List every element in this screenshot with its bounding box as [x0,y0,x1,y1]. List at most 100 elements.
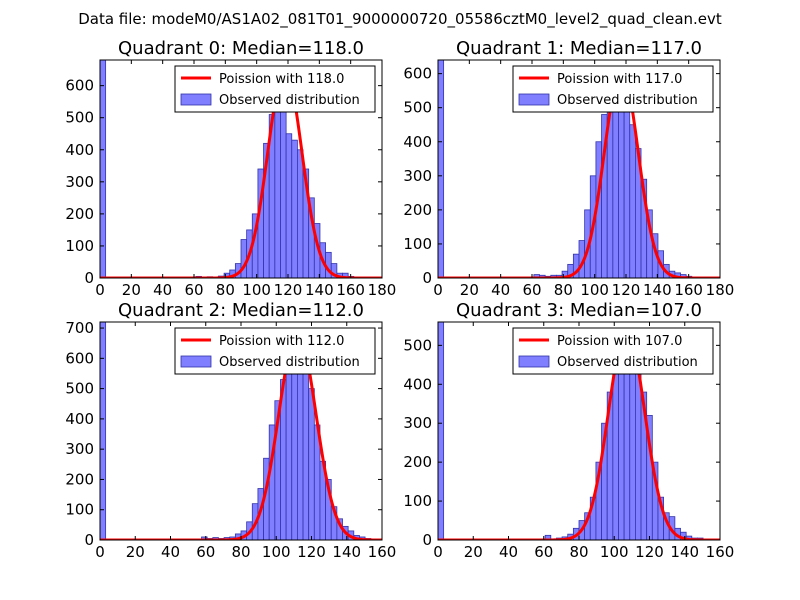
legend-bar-swatch [518,93,550,106]
x-tick-label: 160 [706,543,735,561]
histogram-bar [291,345,298,540]
legend-label-poisson: Poission with 107.0 [557,334,682,349]
x-tick-label: 180 [706,281,735,299]
x-tick-label: 0 [95,281,105,299]
histogram-bar [618,83,625,278]
x-tick-label: 100 [262,543,291,561]
panel-quadrant-0: Quadrant 0: Median=118.00 20 40 60 80 100 120 1… [65,38,396,299]
x-tick-label: 0 [433,543,443,561]
y-tick-label: 400 [403,375,432,393]
legend-label-poisson: Poission with 112.0 [219,334,344,349]
y-tick-label: 300 [403,167,432,185]
y-tick-label: 0 [84,269,94,287]
histogram-bar [623,107,631,278]
y-tick-label: 0 [422,269,432,287]
x-tick-label: 20 [126,543,145,561]
x-tick-label: 140 [643,281,672,299]
x-tick-label: 40 [491,281,510,299]
x-tick-label: 160 [368,543,397,561]
panel-title: Quadrant 3: Median=107.0 [456,300,702,321]
legend-bar-swatch [518,355,550,368]
legend-bar-swatch [180,355,212,368]
x-tick-label: 100 [242,281,271,299]
y-tick-label: 200 [403,453,432,471]
y-tick-label: 300 [65,440,94,458]
histogram-bar [291,139,298,278]
poisson-curve [438,68,720,278]
y-tick-label: 400 [403,133,432,151]
axes-frame [437,59,721,279]
panel-quadrant-1: Quadrant 1: Median=117.00 20 40 60 80 100 120 1… [403,38,734,299]
x-tick-label: 20 [464,543,483,561]
histogram-bar [296,360,304,540]
legend-label-observed: Observed distribution [557,93,698,108]
histogram-bar [274,90,281,278]
histogram-bar [100,60,107,278]
x-tick-label: 140 [670,543,699,561]
y-tick-label: 200 [403,201,432,219]
histogram-bar [308,388,315,540]
x-tick-label: 120 [612,281,641,299]
histogram-bar [240,239,248,278]
legend-label-poisson: Poission with 117.0 [557,72,682,87]
panel-title: Quadrant 1: Median=117.0 [456,38,702,59]
x-tick-label: 120 [635,543,664,561]
panel-quadrant-2: Quadrant 2: Median=112.0 0 20 40 60 80 100 120 1… [65,300,396,561]
y-tick-label: 100 [65,237,94,255]
poisson-curve [100,68,382,278]
y-tick-label: 500 [403,99,432,117]
x-tick-label: 0 [433,281,443,299]
x-tick-label: 80 [216,281,235,299]
y-tick-label: 200 [65,205,94,223]
x-tick-label: 140 [305,281,334,299]
y-tick-label: 600 [65,77,94,95]
histogram-bar [285,133,293,278]
y-tick-label: 500 [65,380,94,398]
x-tick-label: 100 [600,543,629,561]
legend-label-observed: Observed distribution [219,93,360,108]
x-tick-label: 60 [184,281,203,299]
legend: Poission with 117.0 Observed distribution [512,65,714,113]
histogram-bar [629,124,636,278]
x-tick-label: 180 [368,281,397,299]
axes-frame [99,59,383,279]
panel-quadrant-3: Quadrant 3: Median=107.0 0 20 40 60 80 100 120 1… [403,300,734,561]
y-tick-label: 500 [65,109,94,127]
y-tick-label: 300 [65,173,94,191]
x-tick-label: 120 [274,281,303,299]
x-tick-label: 60 [196,543,215,561]
x-tick-label: 100 [580,281,609,299]
histogram-bar [629,344,636,540]
histogram-bar [438,60,445,278]
y-tick-label: 600 [65,349,94,367]
panel-title: Quadrant 2: Median=112.0 [118,300,364,321]
legend-bar-swatch [180,93,212,106]
y-tick-label: 400 [65,410,94,428]
y-tick-label: 100 [65,501,94,519]
y-tick-label: 400 [65,141,94,159]
y-tick-label: 100 [403,492,432,510]
legend: Poission with 112.0 Observed distribution [174,327,376,375]
legend: Poission with 107.0 Observed distribution [512,327,714,375]
legend: Poission with 118.0 Observed distribution [174,65,376,113]
x-tick-label: 20 [460,281,479,299]
histogram-bar [302,370,310,540]
y-tick-label: 300 [403,414,432,432]
x-tick-label: 40 [153,281,172,299]
x-tick-label: 20 [122,281,141,299]
x-tick-label: 80 [569,543,588,561]
x-tick-label: 0 [95,543,105,561]
histogram-bar [296,149,304,278]
y-tick-label: 600 [403,65,432,83]
y-tick-label: 700 [65,319,94,337]
x-tick-label: 40 [499,543,518,561]
x-tick-label: 80 [231,543,250,561]
legend-label-poisson: Poission with 118.0 [219,72,344,87]
panel-title: Quadrant 0: Median=118.0 [118,38,364,59]
x-tick-label: 60 [522,281,541,299]
histogram-bar [618,348,625,540]
y-tick-label: 100 [403,235,432,253]
x-tick-label: 60 [534,543,553,561]
figure-title: Data file: modeM0/AS1A02_081T01_90000007… [78,10,722,29]
legend-label-observed: Observed distribution [557,355,698,370]
